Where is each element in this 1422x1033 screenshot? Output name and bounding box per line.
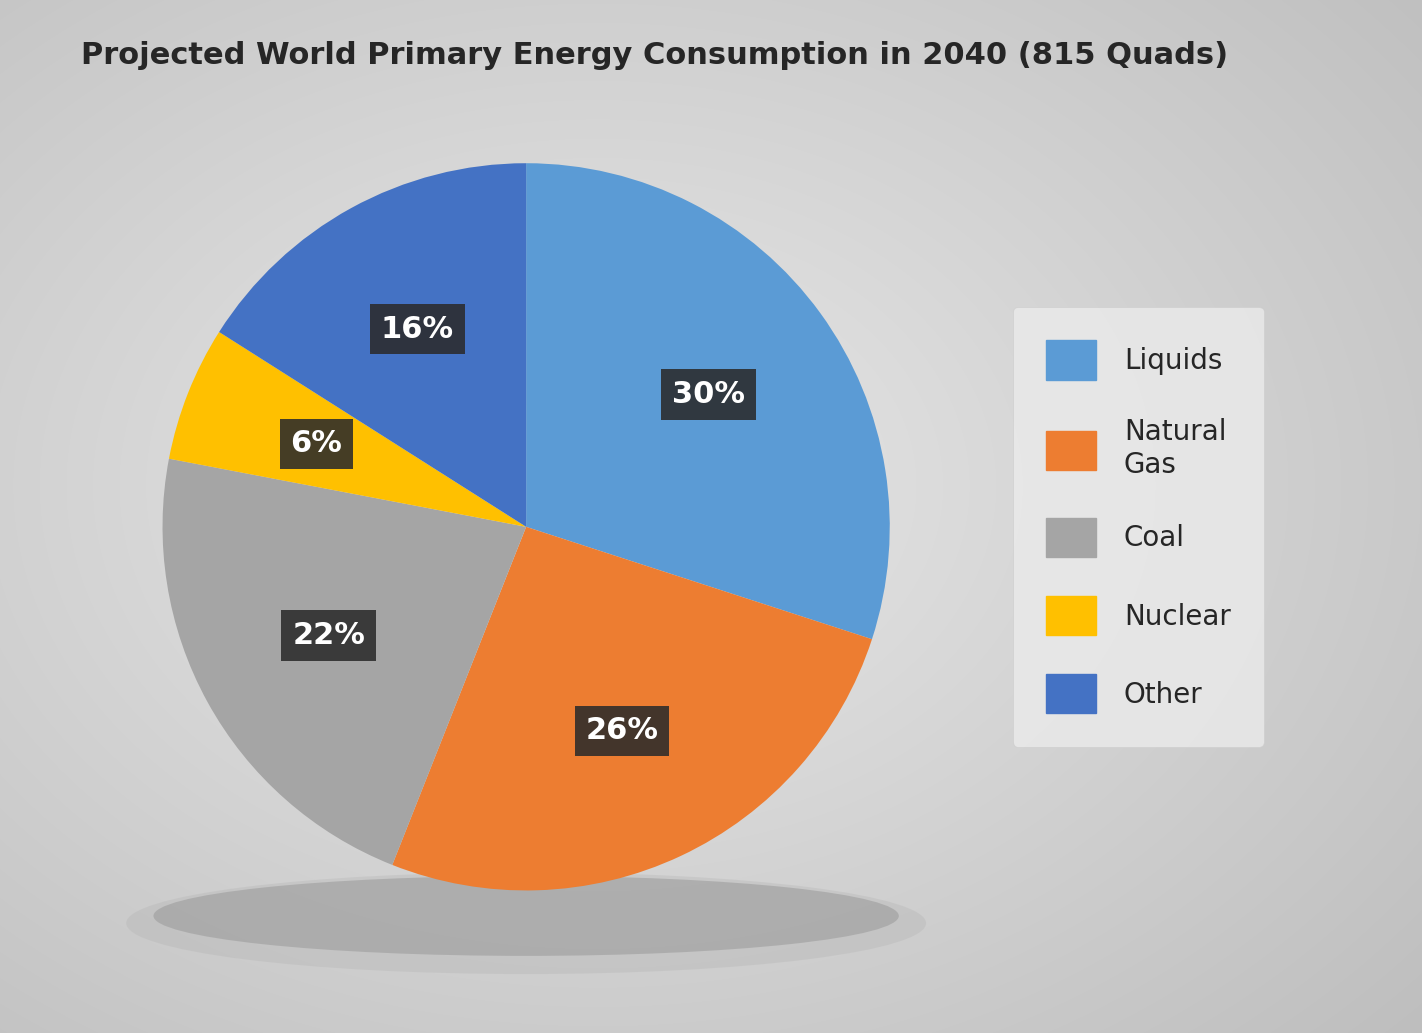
Text: 30%: 30% — [673, 380, 745, 409]
Wedge shape — [162, 459, 526, 865]
Ellipse shape — [154, 876, 899, 956]
Wedge shape — [526, 163, 890, 639]
Legend: Liquids, Natural
Gas, Coal, Nuclear, Other: Liquids, Natural Gas, Coal, Nuclear, Oth… — [1012, 307, 1264, 747]
Text: 16%: 16% — [381, 315, 454, 344]
Text: Projected World Primary Energy Consumption in 2040 (815 Quads): Projected World Primary Energy Consumpti… — [81, 41, 1227, 70]
Ellipse shape — [127, 872, 926, 974]
Wedge shape — [169, 332, 526, 527]
Text: 6%: 6% — [290, 430, 343, 459]
Wedge shape — [392, 527, 872, 890]
Wedge shape — [219, 163, 526, 527]
Text: 26%: 26% — [586, 716, 658, 746]
Text: 22%: 22% — [292, 621, 365, 650]
